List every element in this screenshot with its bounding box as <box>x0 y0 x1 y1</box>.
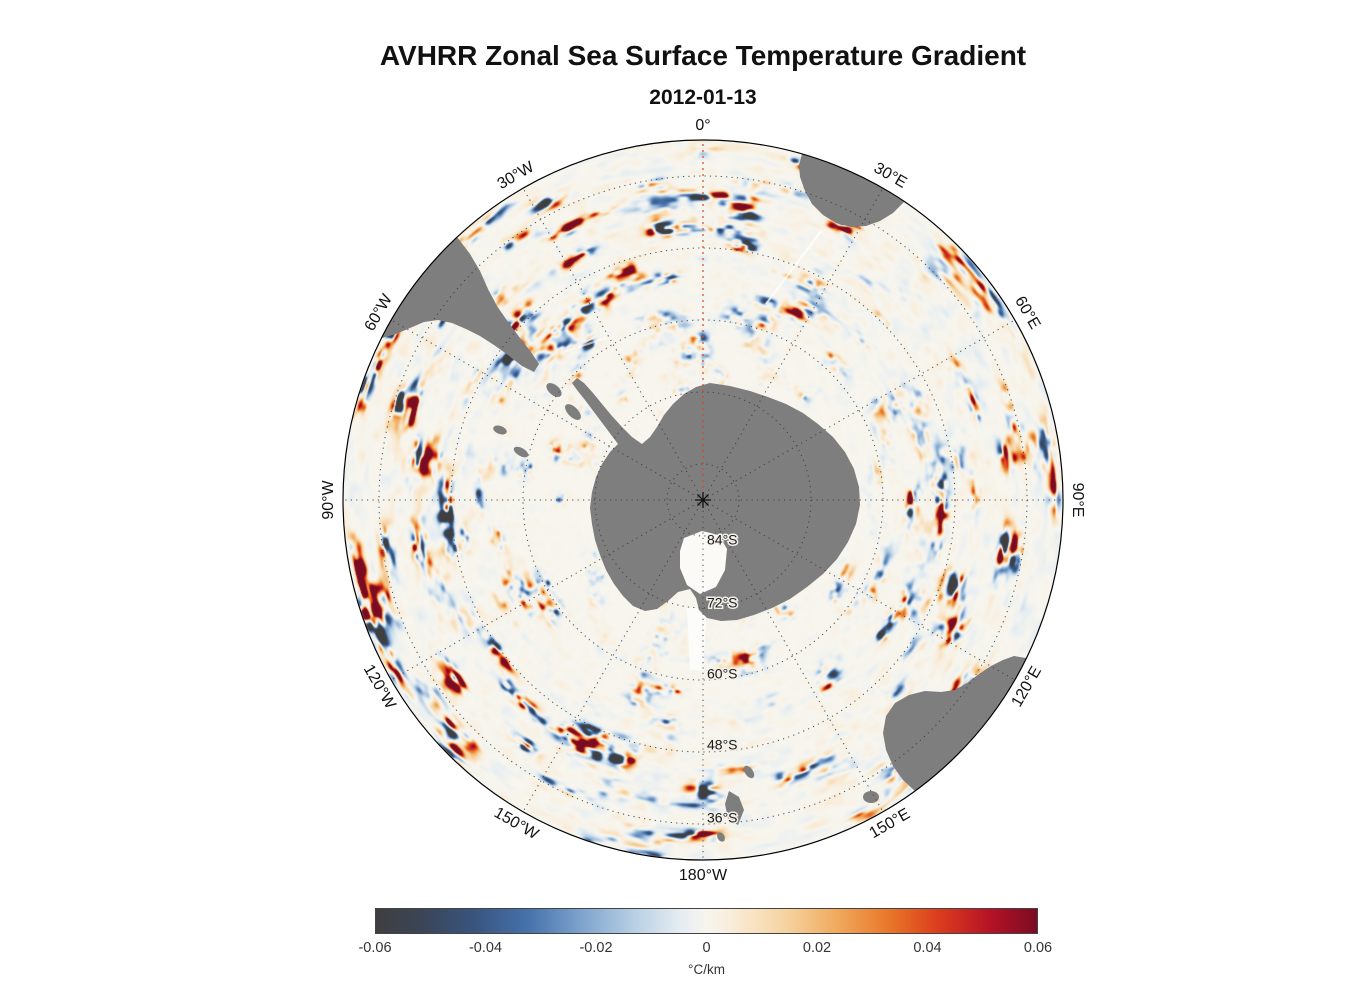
sst-gradient-field-raster <box>343 140 1063 860</box>
lon-label-0: 0° <box>695 117 710 134</box>
colorbar-tick: 0 <box>702 940 711 956</box>
colorbar-unit-label: °C/km <box>688 962 725 977</box>
colorbar-tick: -0.04 <box>468 940 503 956</box>
colorbar-tick: 0.06 <box>1023 940 1053 956</box>
colorbar-tick: -0.06 <box>358 940 392 956</box>
lon-label-180W: 180°W <box>679 867 728 884</box>
colorbar <box>375 908 1038 934</box>
figure-date-subtitle: 2012-01-13 <box>649 86 757 109</box>
colorbar-tick: 0.02 <box>802 940 832 956</box>
figure-title: AVHRR Zonal Sea Surface Temperature Grad… <box>379 40 1027 71</box>
lon-label-90E: 90°E <box>1069 483 1086 518</box>
colorbar-tick: -0.02 <box>579 940 613 956</box>
colorbar-ticks: -0.06 -0.04 -0.02 0 0.02 0.04 0.06 <box>358 940 1052 960</box>
lon-label-90W: 90°W <box>320 479 337 519</box>
colorbar-tick: 0.04 <box>913 940 942 956</box>
